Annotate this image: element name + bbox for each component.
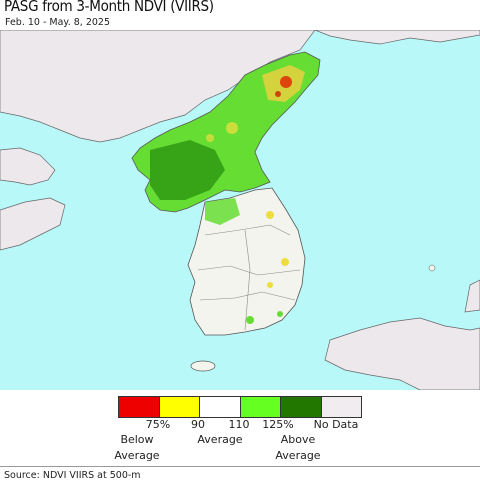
legend-tick-75: 75% [145,418,171,431]
yellow-spot [267,282,273,288]
south-korea-green-patch [205,198,240,225]
legend-swatch-below-75 [119,397,160,417]
date-range: Feb. 10 - May. 8, 2025 [5,17,111,28]
legend-no-data-label: No Data [313,418,359,431]
province-border [204,224,291,236]
legend-below-average-label: Below Average [108,432,166,464]
jeju-island [190,360,216,372]
green-spot [246,316,254,324]
north-korea-dense-green [150,140,225,200]
red-stress-spot [280,76,292,88]
japan-landmass [324,317,480,390]
yellow-stress-spot [206,134,214,142]
below-average-text: Below Average [114,433,160,462]
korea-peninsula-map [0,30,480,390]
yellow-spot [281,258,289,266]
yellow-stress-spot [226,122,238,134]
russia-landmass [314,30,480,45]
legend-swatch-110-125 [240,397,281,417]
china-west-coast [0,197,66,251]
ulleung-island [428,264,436,272]
map-panel [0,30,480,390]
shandong-landmass [0,147,56,186]
source-credit: Source: NDVI VIIRS at 500-m [4,470,141,481]
red-stress-spot [275,91,281,97]
legend-swatch-no-data [321,397,361,417]
japan-north-coast [464,279,480,313]
legend-average-label: Average [197,433,243,446]
south-korea-landmass [187,187,306,336]
legend-above-average-label: Above Average [268,432,328,464]
map-title: PASG from 3-Month NDVI (VIIRS) [4,0,214,15]
legend-tick-110: 110 [228,418,250,431]
province-border [244,229,251,331]
yellow-spot [266,211,274,219]
legend-swatch-75-90 [159,397,200,417]
legend-tick-125: 125% [262,418,294,431]
legend-swatch-90-110 [200,397,241,417]
green-spot [277,311,283,317]
above-average-text: Above Average [275,433,321,462]
legend-tick-90: 90 [191,418,205,431]
province-border [199,291,296,301]
legend-bar [118,396,362,418]
china-landmass [0,30,316,143]
footer-divider [0,466,480,467]
legend-swatch-above-125 [281,397,322,417]
province-border [197,265,301,276]
